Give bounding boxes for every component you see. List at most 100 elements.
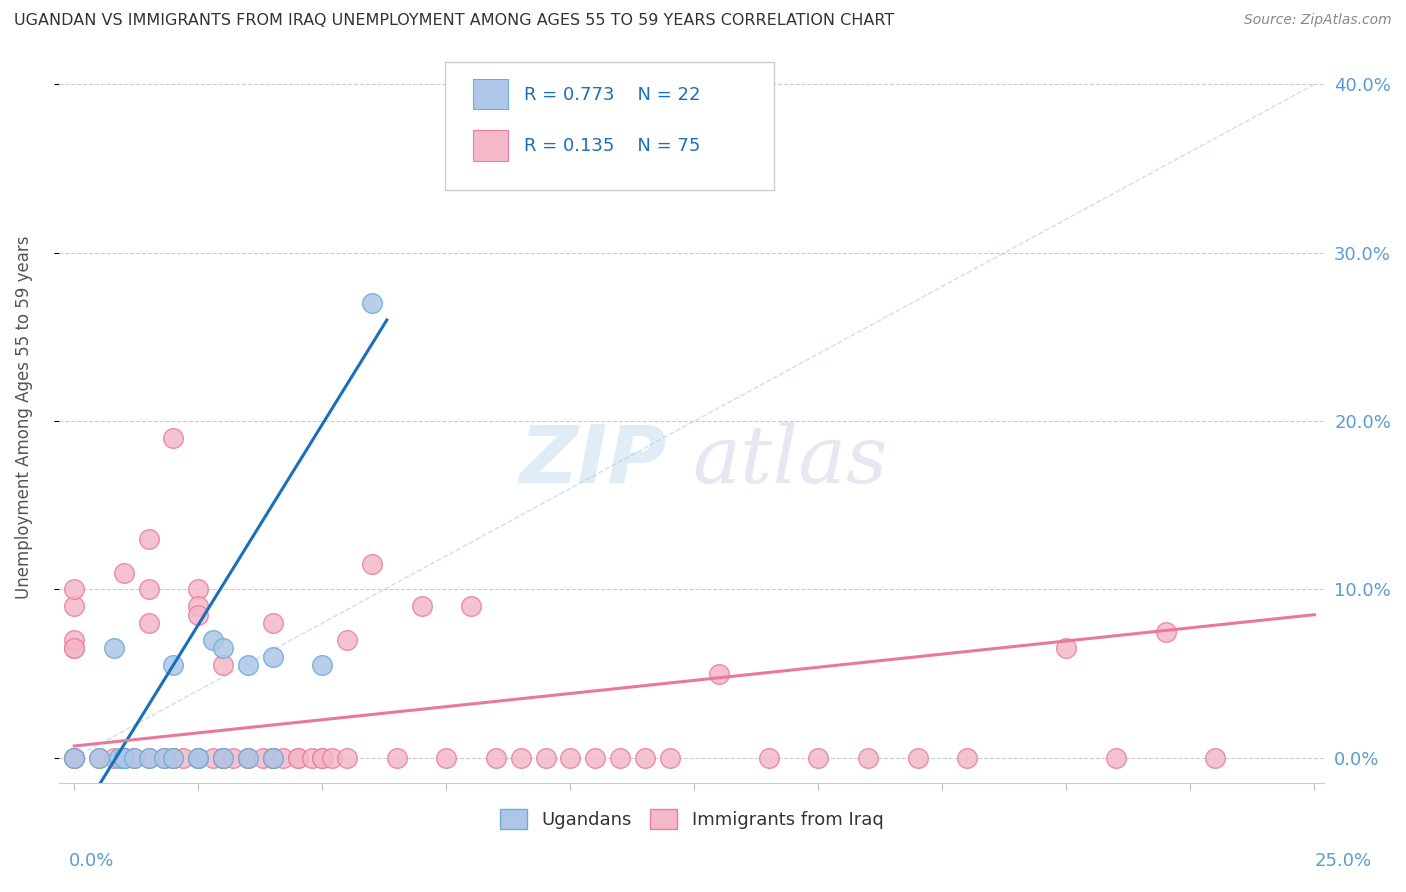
Point [856, 751, 879, 765]
Point [262, 616, 284, 631]
Point [138, 751, 160, 765]
Point [336, 632, 359, 647]
Text: 25.0%: 25.0% [1315, 852, 1371, 870]
Point [271, 751, 294, 765]
Point [112, 751, 135, 765]
Point [112, 751, 135, 765]
Point [103, 641, 125, 656]
Point [1154, 624, 1177, 639]
Text: 0.0%: 0.0% [69, 852, 114, 870]
Point [63, 751, 86, 765]
Bar [472, 129, 509, 161]
Point [236, 751, 259, 765]
Point [108, 751, 131, 765]
Point [411, 599, 433, 614]
Point [112, 751, 135, 765]
Point [63, 751, 86, 765]
Text: R = 0.773    N = 22: R = 0.773 N = 22 [523, 86, 700, 103]
Text: ZIP: ZIP [519, 422, 666, 500]
Point [162, 751, 184, 765]
Point [187, 607, 209, 622]
Point [162, 431, 184, 445]
Point [609, 751, 631, 765]
Point [63, 751, 86, 765]
Point [336, 751, 359, 765]
Point [287, 751, 309, 765]
Point [758, 751, 780, 765]
Point [162, 658, 184, 673]
Point [311, 658, 333, 673]
Point [187, 582, 209, 597]
Point [709, 666, 731, 681]
Y-axis label: Unemployment Among Ages 55 to 59 years: Unemployment Among Ages 55 to 59 years [15, 235, 32, 599]
Point [112, 751, 135, 765]
Point [152, 751, 174, 765]
Point [311, 751, 333, 765]
FancyBboxPatch shape [446, 62, 775, 190]
Point [509, 751, 531, 765]
Point [87, 751, 110, 765]
Point [212, 751, 235, 765]
Point [63, 751, 86, 765]
Legend: Ugandans, Immigrants from Iraq: Ugandans, Immigrants from Iraq [494, 802, 891, 837]
Point [122, 751, 145, 765]
Point [112, 751, 135, 765]
Point [262, 751, 284, 765]
Point [138, 616, 160, 631]
Point [658, 751, 681, 765]
Point [907, 751, 929, 765]
Text: UGANDAN VS IMMIGRANTS FROM IRAQ UNEMPLOYMENT AMONG AGES 55 TO 59 YEARS CORRELATI: UGANDAN VS IMMIGRANTS FROM IRAQ UNEMPLOY… [14, 13, 894, 29]
Point [103, 751, 125, 765]
Point [262, 751, 284, 765]
Point [956, 751, 979, 765]
Point [460, 599, 482, 614]
Point [212, 658, 235, 673]
Point [385, 751, 408, 765]
Point [321, 751, 343, 765]
Point [262, 751, 284, 765]
Point [138, 532, 160, 546]
Point [138, 582, 160, 597]
Point [122, 751, 145, 765]
Text: R = 0.135    N = 75: R = 0.135 N = 75 [523, 136, 700, 155]
Point [1204, 751, 1226, 765]
Point [172, 751, 194, 765]
Point [63, 641, 86, 656]
Point [162, 751, 184, 765]
Point [63, 582, 86, 597]
Point [485, 751, 508, 765]
Point [361, 557, 384, 571]
Point [138, 751, 160, 765]
Point [187, 751, 209, 765]
Point [236, 658, 259, 673]
Point [187, 751, 209, 765]
Point [187, 599, 209, 614]
Point [162, 751, 184, 765]
Point [112, 566, 135, 580]
Point [1105, 751, 1128, 765]
Point [212, 751, 235, 765]
Point [212, 751, 235, 765]
Point [560, 751, 582, 765]
Point [634, 751, 657, 765]
Point [152, 751, 174, 765]
Point [212, 751, 235, 765]
Point [583, 751, 606, 765]
Point [187, 751, 209, 765]
Point [807, 751, 830, 765]
Point [202, 751, 225, 765]
Point [262, 649, 284, 664]
Point [236, 751, 259, 765]
Point [212, 641, 235, 656]
Point [262, 751, 284, 765]
Text: Source: ZipAtlas.com: Source: ZipAtlas.com [1244, 13, 1392, 28]
Point [236, 751, 259, 765]
Point [222, 751, 245, 765]
Point [262, 751, 284, 765]
Point [434, 751, 457, 765]
Point [63, 641, 86, 656]
Point [252, 751, 274, 765]
Point [311, 751, 333, 765]
Point [287, 751, 309, 765]
Bar [472, 78, 509, 109]
